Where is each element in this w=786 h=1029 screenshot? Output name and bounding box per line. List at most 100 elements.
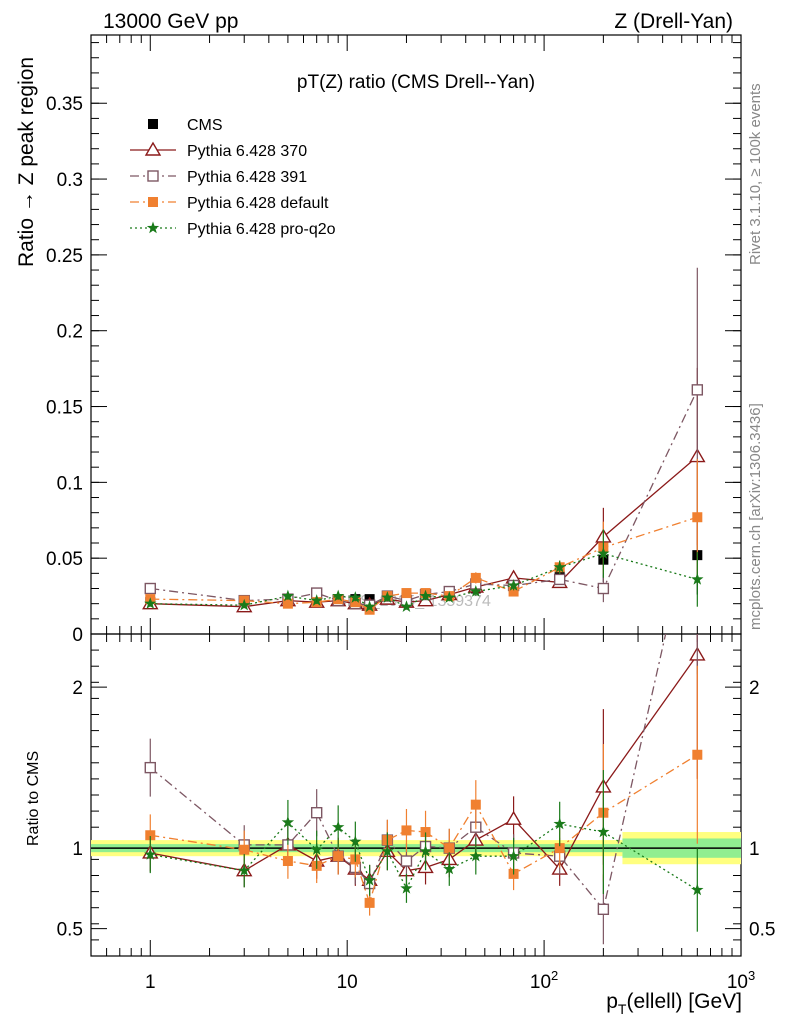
legend-marker bbox=[144, 141, 162, 156]
ratio-point bbox=[597, 903, 610, 916]
header-right: Z (Drell-Yan) bbox=[614, 10, 733, 33]
legend-label: Pythia 6.428 370 bbox=[187, 143, 307, 160]
ratio-point bbox=[691, 883, 704, 896]
ratio-point bbox=[420, 827, 431, 838]
ratio-point bbox=[470, 799, 481, 810]
data-point bbox=[553, 573, 566, 586]
data-point bbox=[381, 591, 394, 603]
ratio-point bbox=[144, 848, 157, 860]
x-axis-label: pT(ellell) [GeV] bbox=[606, 990, 742, 1017]
y-tick-label-right: 0.5 bbox=[749, 920, 775, 941]
series-2 bbox=[144, 267, 704, 611]
data-point bbox=[597, 582, 610, 595]
ratio-point bbox=[144, 761, 156, 774]
ratio-panel: 0.5 0.51 12 21 10 102 103 bbox=[57, 633, 775, 993]
data-point bbox=[350, 597, 361, 608]
data-point bbox=[363, 600, 376, 612]
ratio-point bbox=[281, 815, 295, 828]
ratio-point bbox=[400, 881, 413, 894]
main-ylabel: Ratio → Z peak region bbox=[15, 57, 38, 267]
ratio-point bbox=[419, 844, 432, 857]
series-1 bbox=[142, 367, 706, 613]
mcplots-label: mcplots.cern.ch [arXiv:1306.3436] bbox=[747, 403, 764, 630]
data-point bbox=[144, 597, 157, 609]
ratio-point bbox=[443, 862, 456, 875]
ratio-point bbox=[400, 855, 413, 867]
y-tick-label: 0.05 bbox=[46, 549, 83, 570]
series-line bbox=[150, 456, 698, 608]
ratio-point bbox=[310, 807, 323, 819]
ratio-point bbox=[597, 825, 610, 838]
ratio-point bbox=[381, 844, 394, 857]
data-point bbox=[508, 586, 519, 597]
ratio-point bbox=[332, 820, 345, 833]
ratio-point bbox=[505, 810, 522, 825]
ratio-point bbox=[401, 825, 412, 836]
data-point bbox=[470, 572, 481, 583]
legend-marker bbox=[147, 170, 159, 182]
y-tick-label-right: 2 bbox=[749, 678, 760, 699]
y-tick-label: 1 bbox=[72, 839, 83, 860]
legend-marker bbox=[148, 197, 158, 207]
ratio-point bbox=[282, 856, 293, 867]
ratio-point bbox=[364, 897, 375, 908]
series-3 bbox=[145, 458, 703, 615]
ratio-point bbox=[507, 849, 520, 862]
ratio-line bbox=[150, 821, 698, 891]
data-point bbox=[401, 588, 412, 599]
data-point bbox=[282, 598, 293, 609]
ratio-ylabel: Ratio to CMS bbox=[25, 751, 42, 846]
ratio-point bbox=[310, 843, 323, 855]
ratio-line bbox=[150, 654, 698, 882]
data-point bbox=[507, 579, 520, 591]
ratio-point bbox=[145, 830, 156, 841]
y-tick-label: 0 bbox=[72, 625, 83, 646]
data-point bbox=[419, 589, 432, 602]
data-point bbox=[281, 589, 295, 602]
legend-label: Pythia 6.428 default bbox=[187, 195, 329, 212]
ratio-series-3 bbox=[144, 770, 704, 932]
legend-label: CMS bbox=[187, 117, 223, 134]
x-tick-label: 102 bbox=[530, 968, 558, 993]
y-tick-label: 0.35 bbox=[46, 94, 83, 115]
legend-label: Pythia 6.428 pro-q2o bbox=[187, 221, 336, 238]
data-point bbox=[692, 512, 703, 523]
ratio-point bbox=[333, 851, 344, 862]
data-point bbox=[553, 560, 566, 573]
ratio-point bbox=[238, 864, 251, 876]
y-tick-label-right: 1 bbox=[749, 839, 760, 860]
ratio-series-2 bbox=[145, 665, 703, 916]
series-line bbox=[150, 389, 698, 606]
data-point bbox=[691, 572, 704, 585]
ratio-point bbox=[444, 843, 455, 854]
series-4 bbox=[144, 529, 704, 612]
y-tick-label: 2 bbox=[72, 678, 83, 699]
ratio-point bbox=[363, 873, 376, 886]
y-tick-label: 0.1 bbox=[57, 473, 83, 494]
rivet-label: Rivet 3.1.10, ≥ 100k events bbox=[747, 83, 764, 265]
legend: CMS Pythia 6.428 370 Pythia 6.428 391 Pythi… bbox=[130, 117, 336, 238]
data-point bbox=[469, 585, 482, 597]
ratio-line bbox=[150, 754, 698, 906]
x-tick-label: 1 bbox=[145, 972, 156, 993]
y-tick-label: 0.3 bbox=[57, 170, 83, 191]
ratio-point bbox=[692, 749, 703, 760]
y-tick-label: 0.15 bbox=[46, 398, 83, 419]
data-point bbox=[691, 384, 704, 396]
ratio-point bbox=[554, 843, 565, 854]
data-point bbox=[349, 591, 362, 603]
legend-label: Pythia 6.428 391 bbox=[187, 169, 307, 186]
data-point bbox=[400, 600, 413, 612]
legend-marker bbox=[146, 221, 160, 234]
data-point bbox=[310, 594, 323, 606]
data-point bbox=[144, 582, 156, 595]
data-point bbox=[443, 591, 456, 603]
data-point bbox=[332, 589, 345, 602]
main-panel: 0 0.05 0.1 0.15 0.2 0.25 0.3 0.35 pT(Z) ratio (C… bbox=[46, 34, 742, 646]
series-line bbox=[150, 516, 698, 611]
panel-frame bbox=[90, 633, 742, 957]
y-tick-label: 0.2 bbox=[57, 322, 83, 343]
y-tick-label: 0.25 bbox=[46, 246, 83, 267]
ratio-point bbox=[349, 835, 362, 847]
